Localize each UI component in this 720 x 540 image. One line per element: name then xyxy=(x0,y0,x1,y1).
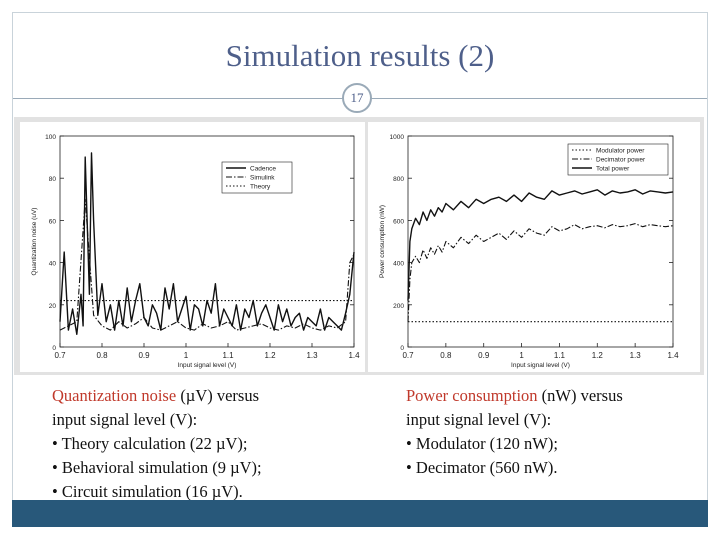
x-tick-label: 1.4 xyxy=(348,351,360,360)
x-tick-label: 0.8 xyxy=(96,351,108,360)
left-caption: Quantization noise (µV) versus input sig… xyxy=(52,384,372,504)
plot-frame xyxy=(59,135,355,348)
x-tick-label: 0.8 xyxy=(440,351,452,360)
y-tick-label: 0 xyxy=(52,345,56,352)
y-axis-label: Power consumption (nW) xyxy=(379,205,386,278)
legend-label: Modulator power xyxy=(596,148,645,155)
series-line xyxy=(59,152,355,336)
right-caption: Power consumption (nW) versus input sign… xyxy=(406,384,706,480)
y-tick-label: 0 xyxy=(400,345,404,352)
right-caption-highlight: Power consumption xyxy=(406,386,538,405)
y-tick-label: 100 xyxy=(45,134,56,141)
power-consumption-chart: 0.7 0.8 0.9 1 1.1 1.2 1.3 1.4 0 200 400 600 800 1000 I… xyxy=(368,122,700,372)
page-number: 17 xyxy=(342,83,372,113)
x-tick-label: 1.4 xyxy=(667,351,679,360)
left-caption-line2: input signal level (V): xyxy=(52,410,198,429)
legend-label: Total power xyxy=(596,166,630,173)
y-tick-label: 400 xyxy=(393,261,404,268)
left-caption-line1: Quantization noise (µV) versus xyxy=(52,384,372,408)
y-tick-label: 800 xyxy=(393,176,404,183)
y-tick-label: 600 xyxy=(393,218,404,225)
x-tick-label: 0.7 xyxy=(54,351,66,360)
right-caption-line1: Power consumption (nW) versus xyxy=(406,384,706,408)
left-caption-rest: (µV) versus xyxy=(176,386,260,405)
series-line xyxy=(59,198,355,331)
y-tick-label: 20 xyxy=(49,303,57,310)
legend-label: Decimator power xyxy=(596,157,646,164)
right-caption-rest: (nW) versus xyxy=(537,386,623,405)
series-line xyxy=(407,223,674,322)
x-tick-label: 1.3 xyxy=(630,351,642,360)
y-tick-label: 200 xyxy=(393,303,404,310)
x-tick-label: 0.7 xyxy=(402,351,414,360)
left-bullet: • Behavioral simulation (9 µV); xyxy=(52,458,262,477)
y-tick-label: 80 xyxy=(49,176,57,183)
quantization-noise-chart: 0.7 0.8 0.9 1 1.1 1.2 1.3 1.4 0 20 40 60 80 100 Input … xyxy=(20,122,365,372)
x-tick-label: 1 xyxy=(184,351,189,360)
y-tick-label: 60 xyxy=(49,218,57,225)
legend-label: Cadence xyxy=(250,166,276,173)
legend-label: Theory xyxy=(250,184,271,191)
x-tick-label: 1 xyxy=(519,351,524,360)
x-tick-label: 1.1 xyxy=(554,351,566,360)
right-bullet: • Modulator (120 nW); xyxy=(406,434,558,453)
legend-label: Simulink xyxy=(250,175,275,182)
right-bullet: • Decimator (560 nW). xyxy=(406,458,558,477)
x-tick-label: 1.2 xyxy=(264,351,276,360)
left-caption-highlight: Quantization noise xyxy=(52,386,177,405)
left-bullet: • Theory calculation (22 µV); xyxy=(52,434,248,453)
y-tick-label: 40 xyxy=(49,261,57,268)
left-bullet: • Circuit simulation (16 µV). xyxy=(52,482,243,501)
y-tick-label: 1000 xyxy=(390,134,405,141)
right-caption-line2: input signal level (V): xyxy=(406,410,552,429)
x-tick-label: 0.9 xyxy=(478,351,490,360)
y-axis-label: Quantization noise (uV) xyxy=(31,208,38,276)
series-line xyxy=(407,189,674,301)
x-axis-label: Input signal level (V) xyxy=(178,362,237,369)
x-tick-label: 1.2 xyxy=(592,351,604,360)
plot-frame xyxy=(407,135,674,348)
x-tick-label: 0.9 xyxy=(138,351,150,360)
bottom-bar xyxy=(12,500,708,527)
x-axis-label: Input signal level (V) xyxy=(511,362,570,369)
legend-box xyxy=(221,161,293,194)
x-tick-label: 1.1 xyxy=(222,351,234,360)
slide-title: Simulation results (2) xyxy=(225,38,495,73)
x-tick-label: 1.3 xyxy=(306,351,318,360)
